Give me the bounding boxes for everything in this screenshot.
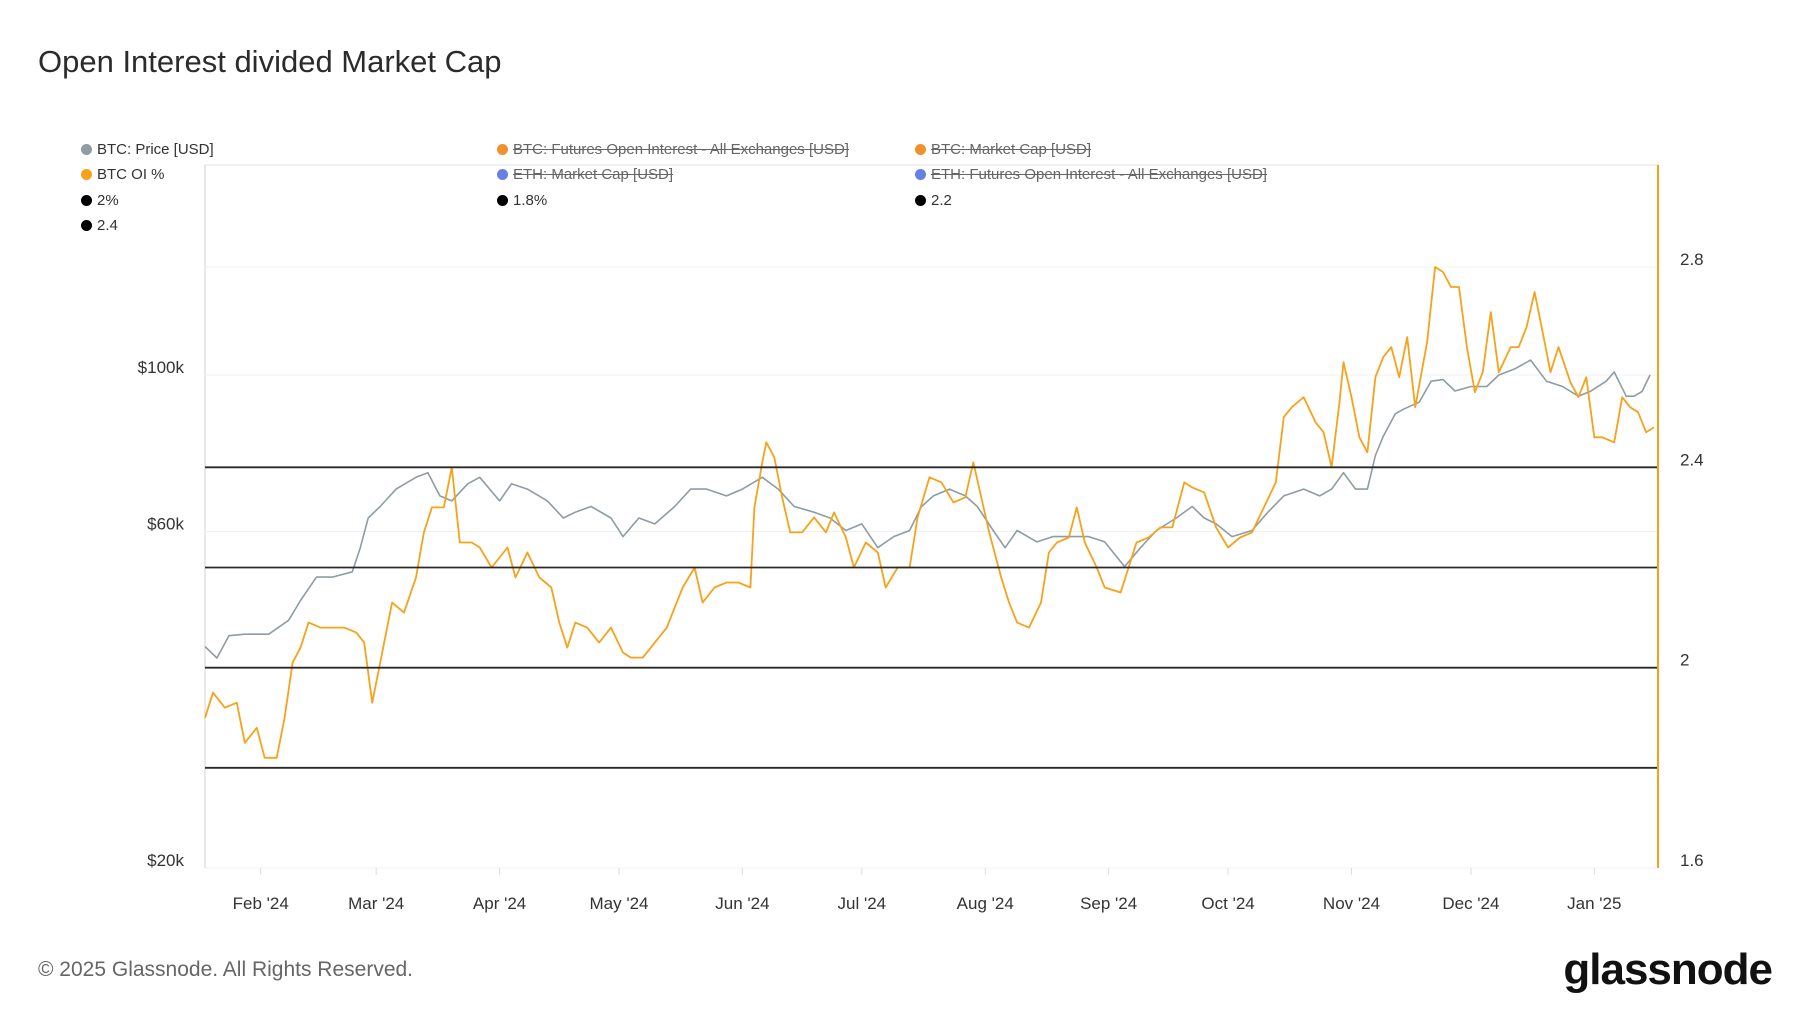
legend-item[interactable]: BTC OI % [81,166,165,183]
btc-oi-percent-line [204,266,1655,759]
x-tick-label: Mar '24 [348,894,404,913]
legend-label: 1.8% [513,192,548,209]
x-tick-label: Jan '25 [1567,894,1621,913]
legend-item[interactable]: 1.8% [497,192,547,209]
y-left-tick-label: $100k [138,358,185,377]
legend-label: BTC: Market Cap [USD] [931,141,1092,158]
legend-label: BTC: Price [USD] [97,141,214,158]
legend-item[interactable]: BTC: Market Cap [USD] [915,141,1091,158]
copyright-footer: © 2025 Glassnode. All Rights Reserved. [38,958,414,981]
x-tick-label: Jul '24 [838,894,887,913]
legend-item[interactable]: ETH: Market Cap [USD] [497,166,673,183]
legend-item[interactable]: 2.2 [915,192,952,209]
legend-label: ETH: Futures Open Interest - All Exchang… [931,166,1267,183]
legend-dot-icon [81,220,92,231]
x-tick-label: Apr '24 [473,894,526,913]
legend-item[interactable]: 2.4 [81,217,118,234]
legend-dot-icon [497,195,508,206]
legend-dot-icon [81,195,92,206]
y-left-tick-label: $20k [147,851,184,870]
x-tick-label: Feb '24 [233,894,289,913]
x-tick-label: Dec '24 [1442,894,1499,913]
glassnode-logo: glassnode [1563,945,1773,994]
legend-label: ETH: Market Cap [USD] [513,166,674,183]
legend-dot-icon [497,144,508,155]
legend-item[interactable]: 2% [81,192,119,209]
legend-label: BTC OI % [97,166,165,183]
legend-dot-icon [915,195,926,206]
chart-title: Open Interest divided Market Cap [38,44,502,79]
y-right-tick-label: 1.6 [1680,851,1704,870]
x-tick-label: Oct '24 [1201,894,1254,913]
x-tick-label: Aug '24 [957,894,1014,913]
legend-dot-icon [81,169,92,180]
x-tick-label: Sep '24 [1080,894,1137,913]
legend-item[interactable]: ETH: Futures Open Interest - All Exchang… [915,166,1267,183]
x-tick-label: Nov '24 [1323,894,1380,913]
legend-label: 2.2 [931,192,952,209]
x-tick-label: Jun '24 [715,894,769,913]
legend-item[interactable]: BTC: Price [USD] [81,141,214,158]
y-left-tick-label: $60k [147,514,184,533]
legend-label: 2% [97,192,119,209]
legend-label: 2.4 [97,217,118,234]
legend-dot-icon [81,144,92,155]
y-right-tick-label: 2 [1680,651,1689,670]
legend-dot-icon [497,169,508,180]
legend-item[interactable]: BTC: Futures Open Interest - All Exchang… [497,141,849,158]
legend-label: BTC: Futures Open Interest - All Exchang… [513,141,849,158]
btc-price-line [204,359,1651,659]
x-tick-label: May '24 [590,894,649,913]
legend-dot-icon [915,144,926,155]
legend-dot-icon [915,169,926,180]
y-right-tick-label: 2.4 [1680,450,1704,469]
y-right-tick-label: 2.8 [1680,250,1704,269]
